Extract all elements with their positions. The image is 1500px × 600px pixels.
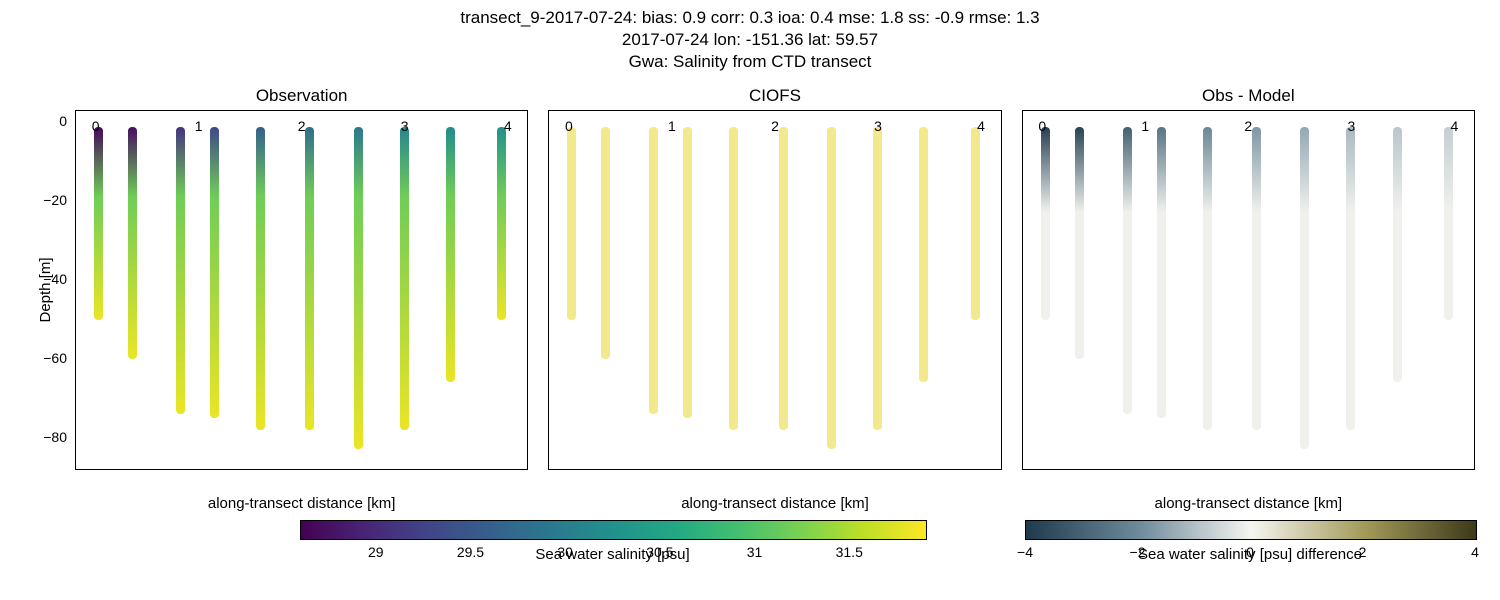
suptitle-line1: transect_9-2017-07-24: bias: 0.9 corr: 0… [0,8,1500,28]
xlabel: along-transect distance [km] [548,495,1001,512]
ctd-profile [305,127,314,430]
ctd-profile [256,127,265,430]
xlabel: along-transect distance [km] [1022,495,1475,512]
ctd-profile [827,127,836,450]
xtick-label: 3 [874,118,882,494]
xtick-label: 1 [1141,118,1149,494]
ctd-profile [919,127,928,383]
ctd-profile [1300,127,1309,450]
colorbar-label: Sea water salinity [psu] [300,546,925,563]
ctd-profile [1157,127,1166,418]
ctd-profile [1123,127,1132,414]
ctd-profile [210,127,219,418]
panel-title: Obs - Model [1022,86,1475,106]
xtick-label: 1 [195,118,203,494]
xtick-label: 4 [977,118,985,494]
xtick-label: 2 [1244,118,1252,494]
xtick-label: 0 [1038,118,1046,494]
colorbar-gradient [1025,520,1477,540]
ctd-profile [683,127,692,418]
colorbar-gradient [300,520,927,540]
panel-model: CIOFS01234along-transect distance [km] [548,110,1001,470]
ctd-profile [1203,127,1212,430]
panel-diff: Obs - Model01234along-transect distance … [1022,110,1475,470]
xtick-label: 2 [771,118,779,494]
xtick-label: 3 [401,118,409,494]
ctd-profile [729,127,738,430]
suptitle-line3: Gwa: Salinity from CTD transect [0,52,1500,72]
ytick-label: 0 [27,113,67,129]
ctd-profile [128,127,137,359]
colorbar: −4−2024Sea water salinity [psu] differen… [1025,520,1475,538]
ytick-label: −60 [27,350,67,366]
xtick-label: 1 [668,118,676,494]
ctd-profile [1075,127,1084,359]
panel-obs: ObservationDepth [m]0−20−40−60−8001234al… [75,110,528,470]
panel-title: Observation [75,86,528,106]
colorbar-label: Sea water salinity [psu] difference [1025,546,1475,563]
ytick-label: −80 [27,429,67,445]
suptitle-line2: 2017-07-24 lon: -151.36 lat: 59.57 [0,30,1500,50]
xtick-label: 0 [92,118,100,494]
panel-title: CIOFS [548,86,1001,106]
ylabel: Depth [m] [37,257,54,322]
xtick-label: 0 [565,118,573,494]
xlabel: along-transect distance [km] [75,495,528,512]
xtick-label: 3 [1347,118,1355,494]
ctd-profile [1252,127,1261,430]
xtick-label: 2 [298,118,306,494]
ctd-profile [1393,127,1402,383]
ctd-profile [649,127,658,414]
ctd-profile [446,127,455,383]
ctd-profile [601,127,610,359]
figure: transect_9-2017-07-24: bias: 0.9 corr: 0… [0,0,1500,600]
ytick-label: −40 [27,271,67,287]
panels-row: ObservationDepth [m]0−20−40−60−8001234al… [75,110,1475,470]
ytick-label: −20 [27,192,67,208]
xtick-label: 4 [1450,118,1458,494]
ctd-profile [176,127,185,414]
ctd-profile [779,127,788,430]
colorbar: 2929.53030.53131.5Sea water salinity [ps… [300,520,925,538]
xtick-label: 4 [504,118,512,494]
ctd-profile [354,127,363,450]
